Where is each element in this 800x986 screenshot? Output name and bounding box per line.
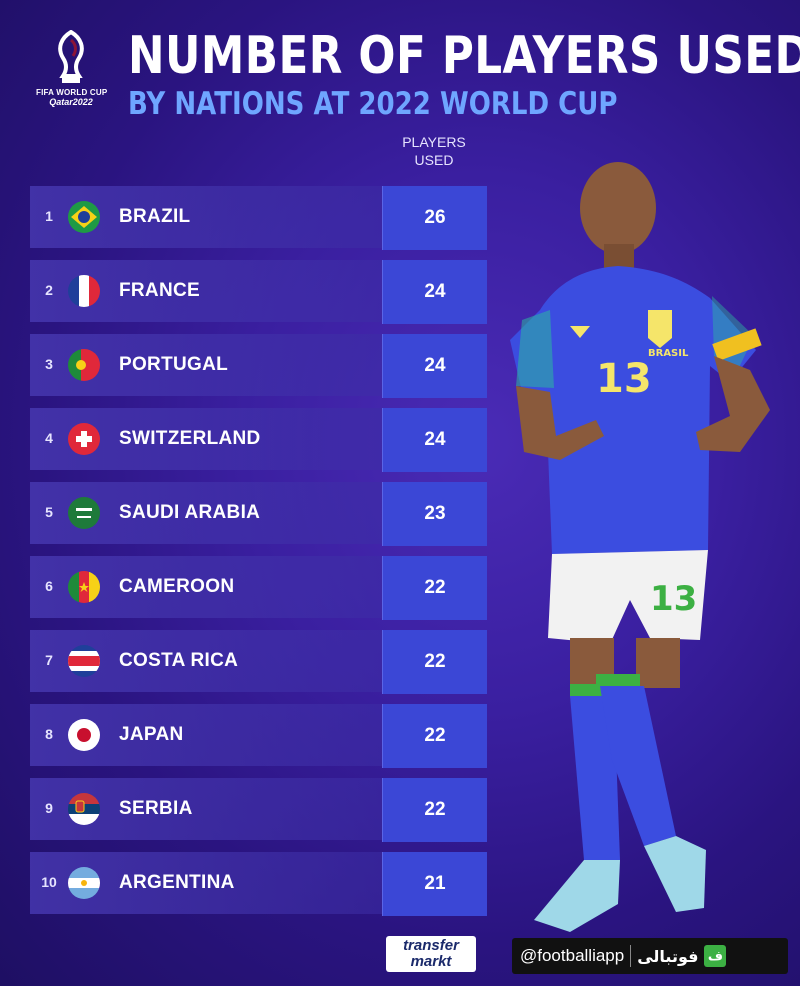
country-label: SAUDI ARABIA (119, 502, 261, 523)
japan-flag-icon (68, 719, 100, 751)
shirt-number: 13 (596, 356, 652, 402)
column-header-line-1: PLAYERS (402, 134, 466, 150)
players-used-cell: 22 (382, 556, 487, 620)
players-used-value: 23 (424, 503, 446, 524)
rank-label: 2 (45, 282, 53, 298)
page-title: NUMBER OF PLAYERS USED (128, 26, 800, 86)
rank-label: 6 (45, 578, 53, 594)
table-row: 3 PORTUGAL 24 (30, 332, 487, 398)
players-used-value: 22 (424, 651, 446, 672)
country-label: JAPAN (119, 724, 184, 745)
column-header-line-2: USED (414, 152, 454, 168)
country-label: PORTUGAL (119, 354, 229, 375)
players-used-cell: 22 (382, 778, 487, 842)
country-label: BRAZIL (119, 206, 191, 227)
players-used-cell: 22 (382, 704, 487, 768)
logo-line-2: Qatar2022 (49, 97, 93, 107)
argentina-flag-icon (68, 867, 100, 899)
cameroon-flag-icon (68, 571, 100, 603)
players-used-value: 26 (424, 207, 446, 228)
shirt-text: BRASIL (648, 348, 689, 359)
table-row: 4 SWITZERLAND 24 (30, 406, 487, 472)
column-header-players-used: PLAYERS USED (382, 133, 486, 169)
brazil-flag-icon (68, 201, 100, 233)
rank-label: 7 (45, 652, 53, 668)
rank-label: 8 (45, 726, 53, 742)
table-row: 8 JAPAN 22 (30, 702, 487, 768)
source-line-2: markt (410, 953, 452, 970)
country-label: SERBIA (119, 798, 193, 819)
rank-label: 9 (45, 800, 53, 816)
players-used-cell: 23 (382, 482, 487, 546)
players-used-value: 24 (424, 355, 446, 376)
country-label: FRANCE (119, 280, 200, 301)
france-flag-icon (68, 275, 100, 307)
players-used-value: 24 (424, 429, 446, 450)
handle-divider (630, 945, 632, 967)
table-row: 6 CAMEROON 22 (30, 554, 487, 620)
rank-label: 5 (45, 504, 53, 520)
country-label: COSTA RICA (119, 650, 239, 671)
table-row: 7 COSTA RICA 22 (30, 628, 487, 694)
players-used-value: 21 (424, 873, 446, 894)
country-label: CAMEROON (119, 576, 235, 597)
table-row: 2 FRANCE 24 (30, 258, 487, 324)
players-used-cell: 24 (382, 408, 487, 472)
switzerland-flag-icon (68, 423, 100, 455)
social-handle: @footballiapp (520, 946, 625, 965)
rank-label: 1 (45, 208, 53, 224)
serbia-flag-icon (68, 793, 100, 825)
app-name: فوتبالی (637, 946, 699, 966)
rank-label: 10 (41, 874, 57, 890)
world-cup-trophy-icon (58, 30, 84, 83)
transfermarkt-logo: transfer markt (386, 936, 476, 972)
logo-line-1: FIFA WORLD CUP (36, 88, 108, 97)
table-row: 1 BRAZIL 26 (30, 184, 487, 250)
source-line-1: transfer (403, 937, 459, 954)
rank-label: 4 (45, 430, 53, 446)
page-subtitle: BY NATIONS AT 2022 WORLD CUP (128, 86, 618, 122)
players-used-value: 22 (424, 577, 446, 598)
saudi-arabia-flag-icon (68, 497, 100, 529)
country-label: ARGENTINA (119, 872, 235, 893)
table-row: 5 SAUDI ARABIA 23 (30, 480, 487, 546)
players-used-value: 22 (424, 799, 446, 820)
players-used-cell: 22 (382, 630, 487, 694)
costa-rica-flag-icon (68, 645, 100, 677)
players-used-value: 24 (424, 281, 446, 302)
world-cup-logo: FIFA WORLD CUP Qatar2022 (36, 30, 108, 107)
portugal-flag-icon (68, 349, 100, 381)
players-used-cell: 24 (382, 260, 487, 324)
country-label: SWITZERLAND (119, 428, 261, 449)
table-row: 9 SERBIA 22 (30, 776, 487, 842)
players-used-value: 22 (424, 725, 446, 746)
social-handle-badge: @footballiapp فوتبالی ف (512, 938, 788, 974)
players-used-cell: 24 (382, 334, 487, 398)
app-icon: ف (704, 945, 727, 967)
rank-label: 3 (45, 356, 53, 372)
footballer-illustration-icon: 13 BRASIL 13 (510, 162, 770, 932)
players-used-cell: 26 (382, 186, 487, 250)
table-row: 10 ARGENTINA 21 (30, 850, 487, 916)
players-used-cell: 21 (382, 852, 487, 916)
svg-text:13: 13 (650, 579, 697, 619)
